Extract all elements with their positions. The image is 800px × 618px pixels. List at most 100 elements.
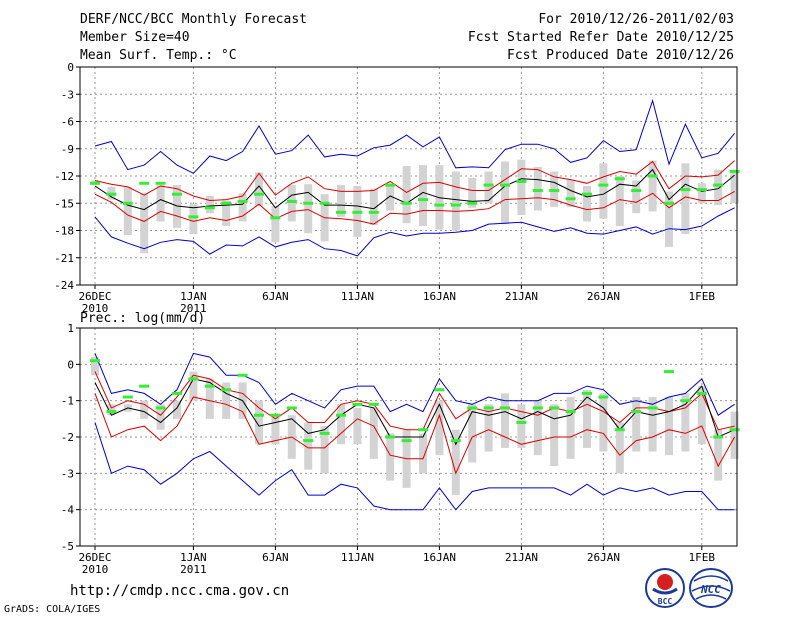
precip-observed-marker — [106, 410, 117, 414]
precip-observed-marker — [319, 431, 330, 435]
precip-ytick-label: -4 — [61, 504, 75, 517]
temp-member-box — [533, 166, 542, 211]
temp-ytick-label: -18 — [54, 225, 74, 238]
precip-member-box — [533, 400, 542, 456]
temp-observed-marker — [696, 188, 707, 192]
forecast-started-date: Fcst Started Refer Date 2010/12/25 — [467, 30, 734, 45]
temp-series-lower — [94, 190, 735, 225]
precip-member-box — [615, 422, 624, 474]
temp-observed-marker — [270, 216, 281, 220]
precip-xtick-label: 1JAN — [180, 551, 207, 564]
precip-member-box — [369, 407, 378, 459]
precip-observed-marker — [696, 391, 707, 395]
temp-ytick-label: 0 — [67, 61, 74, 74]
temp-member-box — [566, 179, 575, 207]
precip-xtick-label: 26JAN — [587, 551, 620, 564]
precip-member-box — [730, 411, 739, 459]
precip-member-box — [468, 404, 477, 463]
precip-observed-marker — [565, 410, 576, 414]
temp-member-box — [648, 160, 657, 212]
forecast-produced-date: Fcst Produced Date 2010/12/26 — [507, 48, 734, 63]
svg-text:BCC: BCC — [658, 597, 673, 606]
temp-member-box — [501, 161, 509, 225]
precip-observed-marker — [401, 439, 412, 443]
temp-ytick-label: -24 — [54, 279, 74, 292]
temp-observed-marker — [303, 201, 314, 205]
precip-member-box — [156, 404, 165, 430]
precip-member-box — [353, 407, 362, 445]
precip-observed-marker — [450, 439, 461, 443]
precip-observed-marker — [286, 406, 297, 410]
temp-observed-marker — [664, 201, 674, 205]
temp-observed-marker — [254, 192, 264, 196]
source-url[interactable]: http://cmdp.ncc.cma.gov.cn — [70, 583, 290, 599]
precip-ytick-label: -1 — [61, 395, 74, 408]
precip-member-box — [189, 371, 198, 401]
precip-ytick-label: -5 — [61, 540, 74, 553]
precip-observed-marker — [237, 373, 248, 377]
precip-member-box — [435, 400, 444, 456]
precip-observed-marker — [434, 388, 445, 392]
precip-observed-marker — [729, 428, 740, 432]
temp-observed-marker — [368, 210, 379, 214]
forecast-period: For 2010/12/26-2011/02/03 — [538, 12, 734, 27]
precip-member-box — [501, 393, 509, 448]
temp-xtick-label: 11JAN — [341, 290, 374, 303]
precip-xtick-label: 1FEB — [689, 551, 716, 564]
temp-member-box — [156, 185, 165, 222]
precip-xtick-year: 2010 — [82, 563, 109, 576]
precip-xtick-label: 6JAN — [262, 551, 289, 564]
temp-xtick-label: 21JAN — [505, 290, 538, 303]
temp-observed-marker — [286, 199, 297, 203]
precip-series-max — [94, 352, 735, 416]
temp-ytick-label: -9 — [61, 143, 74, 156]
precip-observed-marker — [467, 406, 478, 410]
temp-series-mean — [94, 168, 735, 211]
precip-member-box — [697, 386, 706, 445]
precip-ytick-label: 1 — [67, 322, 74, 335]
temp-observed-marker — [172, 192, 182, 196]
temp-observed-marker — [139, 181, 150, 185]
precip-member-box — [173, 400, 181, 419]
precip-observed-marker — [270, 413, 281, 417]
temp-ytick-label: -6 — [61, 116, 74, 129]
precip-observed-marker — [483, 406, 494, 410]
temp-member-box — [615, 176, 624, 226]
precip-ytick-label: -2 — [61, 431, 74, 444]
precip-observed-marker — [188, 377, 199, 381]
precip-series-lower — [94, 393, 736, 475]
temp-observed-marker — [483, 183, 494, 187]
temp-member-box — [419, 165, 427, 226]
precip-observed-marker — [303, 439, 314, 443]
temp-observed-marker — [336, 210, 346, 214]
temp-member-box — [451, 171, 460, 231]
temp-observed-marker — [319, 201, 330, 205]
precip-member-box — [140, 400, 149, 419]
precip-xtick-label: 26DEC — [78, 551, 111, 564]
temp-xtick-label: 26JAN — [587, 290, 620, 303]
precip-member-box — [271, 415, 280, 445]
precip-member-box — [632, 397, 641, 452]
temp-xtick-label: 16JAN — [423, 290, 456, 303]
precip-label: Prec.: log(mm/d) — [80, 311, 206, 326]
precip-observed-marker — [532, 406, 543, 410]
temp-xtick-label: 6JAN — [262, 290, 289, 303]
temp-ytick-label: -15 — [54, 197, 74, 210]
temp-observed-marker — [188, 215, 199, 219]
precip-observed-marker — [582, 391, 592, 395]
temp-observed-marker — [647, 174, 658, 178]
temp-member-box — [714, 169, 723, 206]
precip-member-box — [337, 404, 345, 445]
temp-member-box — [697, 183, 706, 204]
member-size: Member Size=40 — [80, 30, 190, 45]
precip-member-box — [451, 429, 460, 496]
temp-observed-marker — [221, 201, 232, 205]
temp-observed-marker — [106, 192, 117, 196]
temp-member-box — [665, 191, 673, 247]
precip-observed-marker — [139, 384, 150, 388]
precip-xtick-year: 2011 — [180, 563, 207, 576]
precip-observed-marker — [172, 391, 182, 395]
precip-member-box — [320, 426, 329, 474]
temp-member-box — [730, 171, 739, 204]
